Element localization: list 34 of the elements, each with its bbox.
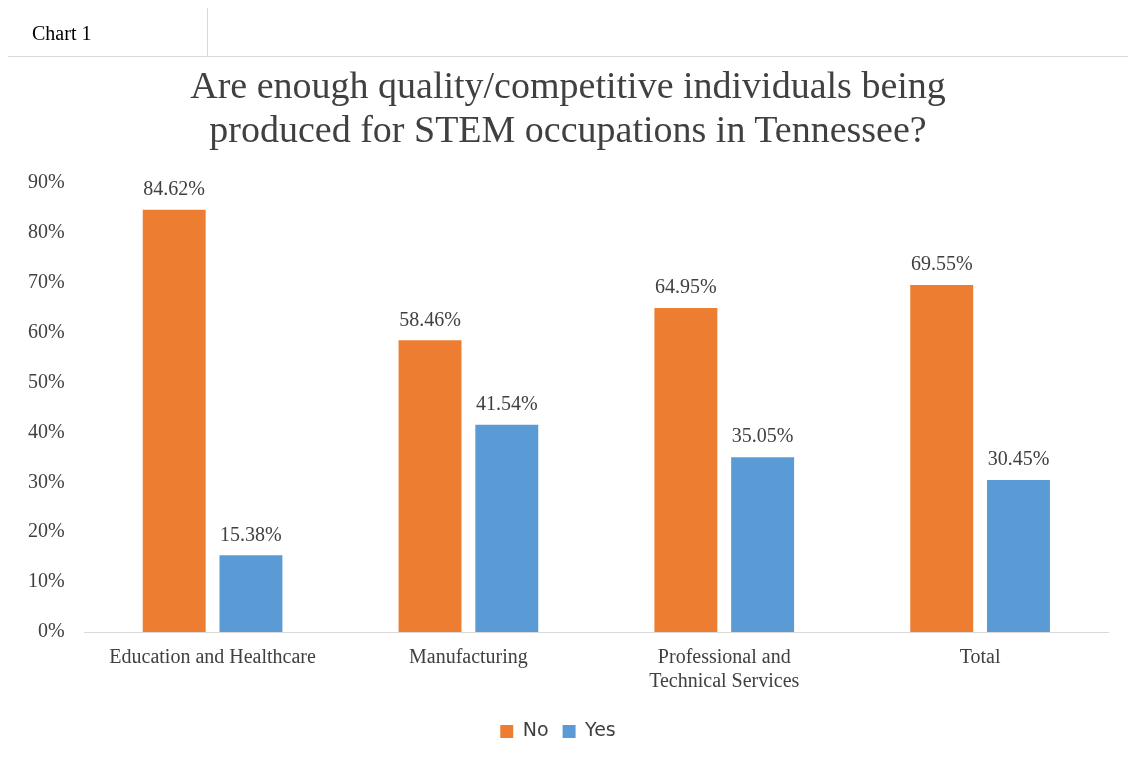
data-label: 41.54% — [475, 392, 538, 415]
x-tick-label: Total — [959, 645, 1001, 668]
x-tick-label: Education and Healthcare — [109, 645, 316, 668]
bar — [986, 480, 1050, 632]
y-tick-label: 20% — [27, 519, 65, 542]
bar — [910, 285, 974, 632]
y-tick-label: 80% — [27, 220, 65, 243]
data-label: 69.55% — [910, 252, 973, 275]
x-tick-label: Manufacturing — [408, 645, 528, 669]
bar — [654, 307, 718, 632]
legend-label: Yes — [584, 718, 616, 741]
y-tick-label: 50% — [27, 369, 65, 392]
chart-title: Are enough quality/competitive individuals being produced for STEM occupations in Tennessee? — [189, 63, 947, 151]
legend-label: No — [522, 718, 549, 741]
data-label: 58.46% — [399, 307, 461, 330]
y-tick-label: 70% — [27, 270, 65, 293]
y-tick-label: 90% — [27, 170, 65, 193]
bar — [219, 555, 283, 632]
y-tick-label: 10% — [27, 569, 65, 592]
bar — [475, 424, 539, 632]
bar — [142, 209, 206, 632]
bar — [398, 340, 462, 632]
y-tick-label: 40% — [27, 419, 65, 442]
data-label: 30.45% — [987, 447, 1050, 470]
y-tick-label: 30% — [27, 469, 65, 492]
caption: Chart 1 — [8, 8, 208, 56]
x-tick-label: Professional and Technical Services — [649, 645, 800, 692]
bar — [731, 457, 795, 632]
y-tick-label: 60% — [27, 319, 65, 342]
data-label: 64.95% — [655, 275, 717, 298]
data-label: 84.62% — [143, 177, 206, 200]
data-label: 35.05% — [731, 424, 794, 447]
y-tick-label: 0% — [37, 619, 65, 642]
data-label: 15.38% — [220, 522, 282, 545]
